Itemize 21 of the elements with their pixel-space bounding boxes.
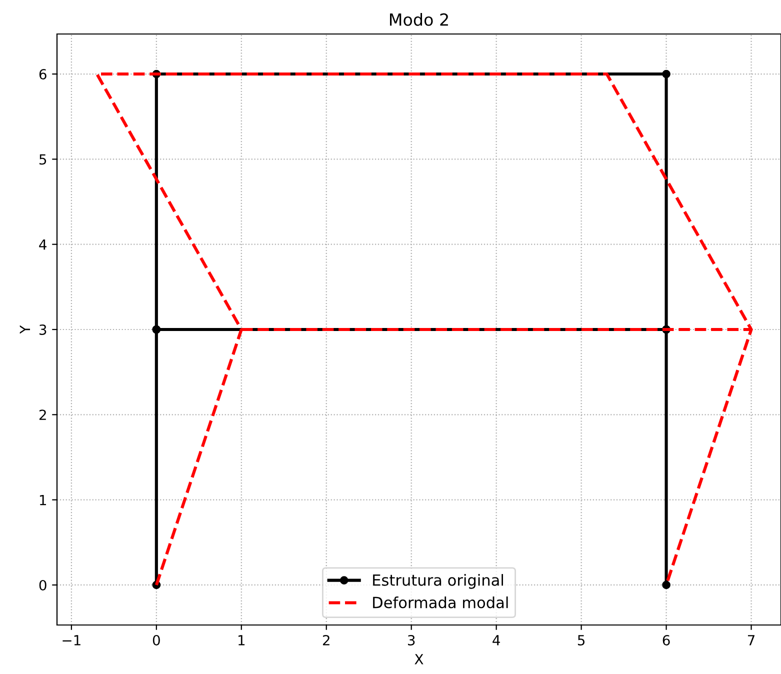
legend-label: Deformada modal	[373, 596, 508, 608]
x-axis-title: X	[414, 654, 424, 664]
y-tick-label: 5	[40, 154, 46, 165]
x-tick-label: 1	[238, 635, 245, 646]
legend-label: Estrutura original	[373, 574, 503, 589]
x-tick-label: 0	[152, 634, 160, 646]
y-tick-label: 1	[40, 494, 46, 506]
y-tick-label: 4	[39, 239, 46, 250]
x-tick-label: 4	[492, 635, 500, 646]
chart-title: Modo 2	[390, 13, 448, 26]
y-axis-title: Y	[20, 325, 30, 334]
x-tick-label: 5	[578, 635, 585, 646]
y-tick-label: 6	[39, 68, 46, 80]
x-tick-label: 6	[662, 634, 670, 646]
x-tick-label: 2	[322, 634, 330, 646]
y-tick-label: 3	[40, 324, 46, 335]
x-tick-label: 3	[408, 634, 415, 646]
y-tick-label: 2	[39, 410, 46, 420]
y-tick-label: 0	[39, 580, 46, 590]
x-tick-label: 7	[748, 635, 754, 646]
x-tick-label: −1	[62, 635, 80, 646]
